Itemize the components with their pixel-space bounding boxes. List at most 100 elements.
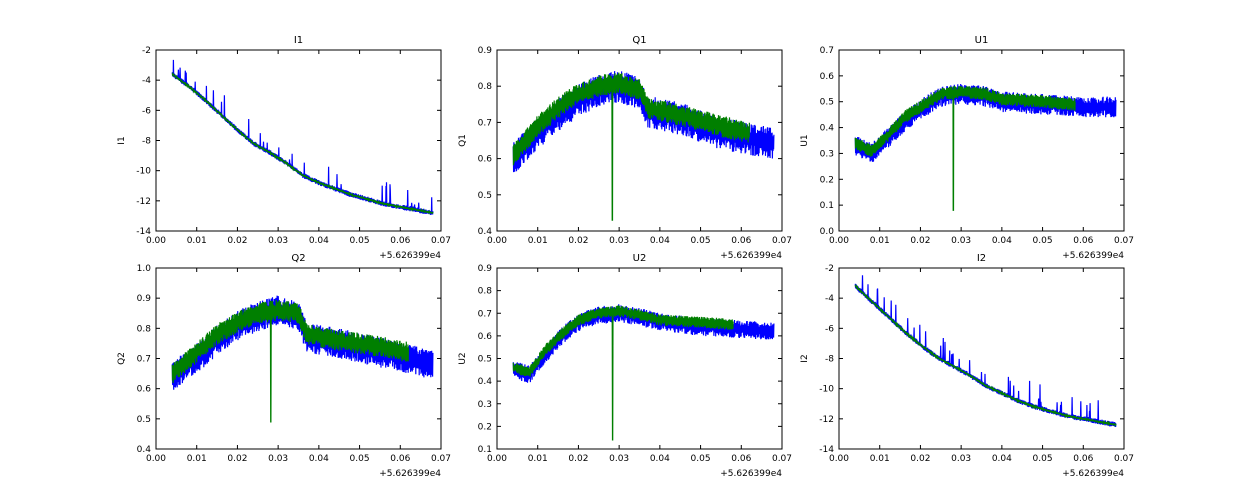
subplot-Q1: 0.00 0.01 0.02 0.03 0.04 0.05 0.06 0.07 0.4 0.5 0.…	[458, 35, 792, 261]
subplot-title: Q2	[291, 253, 305, 264]
x-tick-label: 0.04	[309, 454, 329, 464]
subplot-Q2: 0.00 0.01 0.02 0.03 0.04 0.05 0.06 0.07 0.4 0.5 0.…	[117, 253, 451, 479]
series-line-green	[854, 283, 1117, 428]
axes-frame	[155, 49, 442, 232]
subplot-title: U1	[975, 35, 989, 46]
x-tick-label: 0.03	[268, 454, 288, 464]
series-line-green	[171, 71, 434, 215]
y-tick-label: 0.4	[478, 377, 493, 387]
x-offset-label: +5.626399e4	[720, 469, 782, 479]
y-axis-label: U2	[458, 352, 468, 364]
y-axis-label: I2	[800, 354, 810, 362]
x-tick-label: 0.07	[772, 454, 792, 464]
y-tick-label: 0.2	[478, 422, 492, 432]
x-tick-label: 0.07	[1114, 236, 1134, 246]
y-tick-label: 0.6	[820, 72, 835, 82]
series-line-green	[854, 85, 1076, 211]
x-offset-label: +5.626399e4	[379, 251, 441, 261]
y-tick-label: -6	[825, 324, 834, 334]
y-tick-label: 0.9	[478, 264, 493, 274]
x-tick-label: 0.00	[487, 454, 507, 464]
y-tick-label: -12	[819, 415, 834, 425]
x-tick-label: 0.00	[146, 454, 166, 464]
x-offset-label: +5.626399e4	[1062, 469, 1124, 479]
x-tick-label: 0.03	[951, 454, 971, 464]
y-tick-label: -8	[142, 137, 151, 147]
x-tick-label: 0.07	[1114, 454, 1134, 464]
series-line-green	[171, 299, 409, 423]
x-tick-label: 0.04	[309, 236, 329, 246]
subplot-I1: 0.00 0.01 0.02 0.03 0.04 0.05 0.06 0.07 -14 -12 -1…	[117, 35, 451, 261]
y-tick-label: 0.2	[820, 175, 834, 185]
x-tick-label: 0.05	[1033, 454, 1053, 464]
x-tick-label: 0.07	[431, 236, 451, 246]
y-tick-label: 0.3	[478, 400, 492, 410]
x-tick-label: 0.05	[1033, 236, 1053, 246]
y-tick-label: 0.4	[137, 445, 152, 455]
axes-frame	[838, 267, 1125, 450]
x-tick-label: 0.06	[731, 236, 751, 246]
x-tick-label: 0.01	[528, 236, 548, 246]
y-tick-label: 0.5	[820, 98, 834, 108]
subplot-U2: 0.00 0.01 0.02 0.03 0.04 0.05 0.06 0.07 0.1 0.2 0.…	[458, 253, 792, 479]
subplot-title: U2	[633, 253, 647, 264]
y-tick-label: 0.6	[137, 385, 152, 395]
x-tick-label: 0.04	[650, 454, 670, 464]
subplot-title: I2	[977, 253, 986, 264]
y-tick-label: 0.1	[478, 445, 492, 455]
y-tick-label: -8	[825, 355, 834, 365]
x-tick-label: 0.07	[431, 454, 451, 464]
x-offset-label: +5.626399e4	[720, 251, 782, 261]
y-tick-label: -2	[825, 264, 834, 274]
subplot-I2: 0.00 0.01 0.02 0.03 0.04 0.05 0.06 0.07 -14 -12 -1…	[800, 253, 1134, 479]
y-tick-label: 0.6	[478, 332, 493, 342]
x-tick-label: 0.02	[227, 236, 247, 246]
y-tick-label: -10	[136, 167, 151, 177]
y-axis-label: U1	[800, 134, 810, 146]
series-line-green	[512, 305, 734, 441]
x-tick-label: 0.06	[1073, 236, 1093, 246]
y-tick-label: 0.3	[820, 149, 834, 159]
x-tick-label: 0.00	[146, 236, 166, 246]
x-tick-label: 0.02	[910, 236, 930, 246]
axes-frame	[496, 49, 783, 232]
y-tick-label: 0.8	[137, 324, 152, 334]
y-tick-label: 1.0	[137, 264, 152, 274]
y-tick-label: 0.0	[820, 227, 835, 237]
y-tick-label: 0.8	[478, 82, 493, 92]
y-axis-label: Q1	[458, 134, 468, 147]
x-tick-label: 0.02	[227, 454, 247, 464]
y-tick-label: 0.5	[137, 415, 151, 425]
x-tick-label: 0.05	[350, 236, 370, 246]
subplot-title: I1	[294, 35, 303, 46]
y-tick-label: 0.4	[478, 227, 493, 237]
x-tick-label: 0.01	[187, 236, 207, 246]
x-tick-label: 0.00	[829, 236, 849, 246]
y-tick-label: -14	[819, 445, 834, 455]
axes-frame	[838, 49, 1125, 232]
y-tick-label: -10	[819, 385, 834, 395]
subplot-U1: 0.00 0.01 0.02 0.03 0.04 0.05 0.06 0.07 0.0 0.1 0.…	[800, 35, 1134, 261]
x-tick-label: 0.02	[910, 454, 930, 464]
y-tick-label: 0.9	[137, 294, 152, 304]
x-tick-label: 0.06	[1073, 454, 1093, 464]
y-axis-label: I1	[117, 136, 127, 144]
series-line-green	[512, 72, 750, 221]
x-tick-label: 0.07	[772, 236, 792, 246]
x-tick-label: 0.02	[568, 454, 588, 464]
x-tick-label: 0.01	[528, 454, 548, 464]
series-line-blue	[854, 275, 1117, 427]
x-tick-label: 0.01	[870, 236, 890, 246]
x-tick-label: 0.05	[691, 236, 711, 246]
x-tick-label: 0.03	[268, 236, 288, 246]
y-tick-label: 0.7	[478, 118, 492, 128]
x-tick-label: 0.00	[487, 236, 507, 246]
y-tick-label: 0.4	[820, 124, 835, 134]
x-tick-label: 0.04	[992, 236, 1012, 246]
x-tick-label: 0.01	[870, 454, 890, 464]
x-tick-label: 0.06	[390, 454, 410, 464]
x-tick-label: 0.00	[829, 454, 849, 464]
y-axis-label: Q2	[117, 352, 127, 365]
x-tick-label: 0.06	[390, 236, 410, 246]
